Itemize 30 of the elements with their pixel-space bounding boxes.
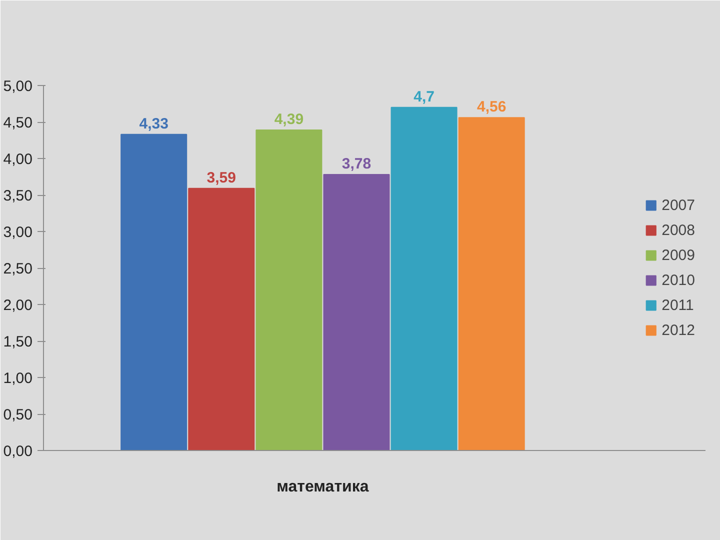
data-label: 4,7	[414, 88, 434, 106]
data-label: 4,56	[476, 98, 506, 116]
data-label: 4,33	[139, 115, 168, 132]
legend-label: 2012	[662, 322, 695, 338]
legend-label: 2010	[662, 272, 695, 288]
y-tick-label: 5,00	[3, 78, 33, 95]
data-label: 3,59	[206, 169, 236, 186]
y-tick-label: 0,00	[3, 443, 33, 460]
data-label: 3,78	[342, 156, 372, 173]
y-tick-label: 3,00	[3, 224, 33, 241]
y-tick-label: 4,50	[3, 114, 33, 132]
x-tick-label: математика	[276, 478, 369, 496]
y-tick-label: 0,50	[3, 406, 33, 424]
legend-label: 2009	[662, 246, 695, 264]
bar	[458, 117, 525, 450]
y-tick-label: 3,50	[3, 188, 33, 204]
bar	[120, 134, 188, 450]
legend-label: 2011	[662, 296, 694, 314]
data-label: 4,39	[274, 111, 304, 128]
y-tick-label: 1,00	[3, 370, 33, 387]
bar	[390, 106, 458, 450]
y-tick-label: 4,00	[3, 151, 33, 168]
y-tick-label: 2,50	[3, 260, 33, 278]
bar	[188, 188, 255, 450]
bar	[256, 130, 322, 450]
y-tick-label: 1,50	[3, 334, 33, 350]
legend-label: 2008	[662, 222, 695, 238]
bar	[323, 174, 390, 450]
y-tick-label: 2,00	[3, 297, 33, 314]
legend-label: 2007	[662, 196, 695, 214]
